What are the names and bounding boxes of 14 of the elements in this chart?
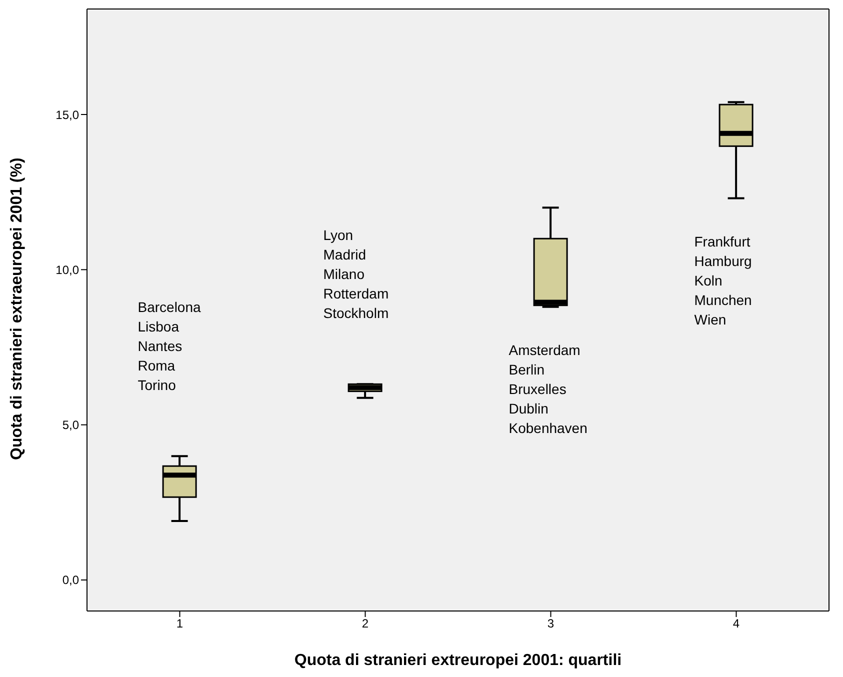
x-tick-label: 2 bbox=[362, 616, 369, 631]
y-tick-label: 15,0 bbox=[56, 108, 80, 122]
y-axis-title: Quota di stranieri extraeuropei 2001 (%) bbox=[8, 158, 26, 460]
x-tick-label: 1 bbox=[176, 616, 184, 631]
x-tick-label: 4 bbox=[732, 616, 740, 631]
annotation: Frankfurt Hamburg Koln Munchen Wien bbox=[694, 233, 752, 328]
y-tick-label: 5,0 bbox=[62, 418, 80, 432]
annotation: Amsterdam Berlin Bruxelles Dublin Kobenhaven bbox=[508, 342, 588, 436]
annotation: Barcelona Lisboa Nantes Roma Torino bbox=[138, 299, 202, 394]
x-tick-label: 3 bbox=[547, 616, 554, 631]
y-tick-label: 0,0 bbox=[62, 573, 80, 588]
y-tick-label: 10,0 bbox=[56, 262, 80, 277]
x-axis-title: Quota di stranieri extreuropei 2001: quartili bbox=[294, 652, 622, 669]
annotation: Lyon Madrid Milano Rotterdam Stockholm bbox=[323, 227, 389, 322]
